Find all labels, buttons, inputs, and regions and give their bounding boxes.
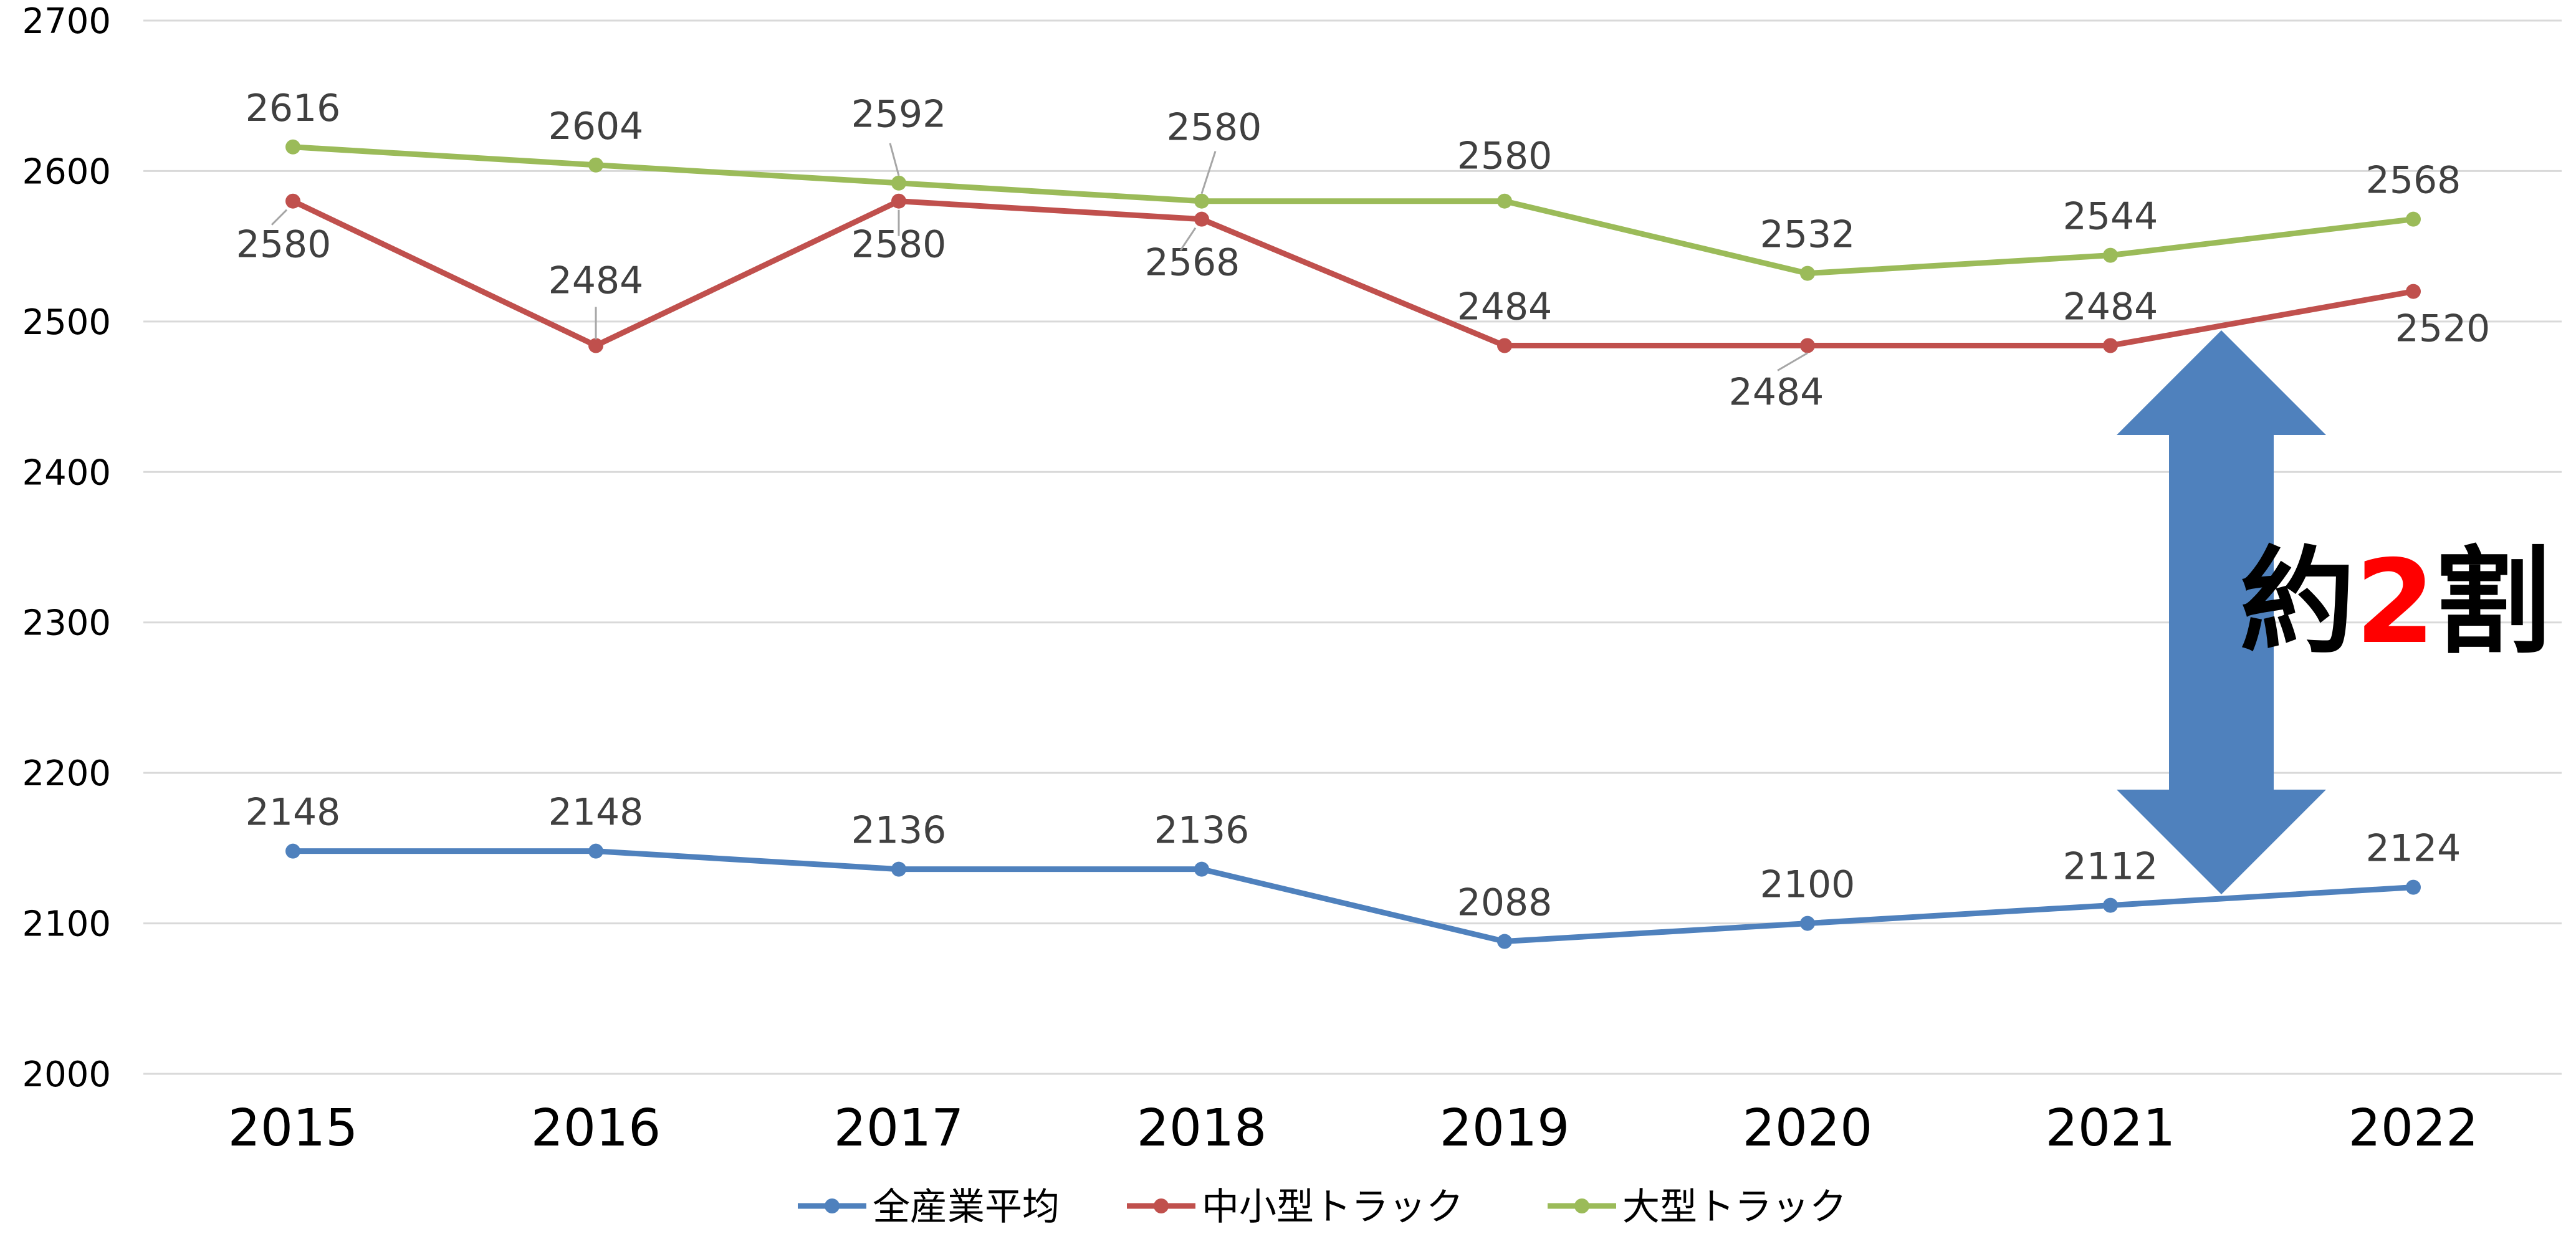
data-label: 2544: [2063, 195, 2158, 239]
y-tick-label: 2200: [22, 753, 111, 794]
data-label: 2136: [1154, 809, 1250, 853]
x-tick-label: 2022: [2349, 1099, 2479, 1158]
data-point: [2406, 211, 2421, 227]
y-axis-ticks: 2000 2100 2200 2300 2400 2500 2600 2700: [22, 1, 111, 1095]
data-point: [891, 861, 906, 877]
y-tick-label: 2400: [22, 452, 111, 493]
data-point: [1497, 193, 1512, 209]
data-point: [1194, 193, 1209, 209]
legend-marker: [1574, 1198, 1589, 1213]
data-point: [588, 843, 603, 859]
data-point: [2406, 284, 2421, 299]
legend-label: 中小型トラック: [1202, 1185, 1463, 1229]
data-label: 2580: [1167, 106, 1262, 150]
data-label: 2532: [1760, 213, 1855, 257]
x-tick-label: 2017: [834, 1099, 964, 1158]
y-tick-label: 2600: [22, 151, 111, 192]
y-tick-label: 2100: [22, 904, 111, 945]
annotation-text-part: 2: [2355, 535, 2436, 669]
data-label: 2484: [1729, 370, 1824, 414]
data-label: 2148: [246, 791, 341, 835]
data-point: [2103, 338, 2118, 353]
data-point: [2406, 879, 2421, 895]
data-label: 2592: [851, 93, 947, 136]
data-label: 2484: [548, 259, 644, 302]
data-point: [1194, 861, 1209, 877]
data-point: [891, 175, 906, 191]
data-label: 2520: [2395, 307, 2491, 351]
data-label: 2484: [2063, 285, 2158, 328]
leader-line: [1777, 352, 1808, 371]
annotation-text-part: 割: [2435, 535, 2550, 669]
data-point: [285, 139, 300, 155]
data-point: [1800, 916, 1815, 931]
x-tick-label: 2019: [1440, 1099, 1570, 1158]
data-label: 2568: [2366, 159, 2461, 203]
series-lines: [285, 139, 2421, 949]
x-tick-label: 2020: [1743, 1099, 1873, 1158]
series-line: [292, 144, 2414, 277]
leader-line: [271, 209, 288, 226]
data-label: 2148: [548, 791, 644, 835]
annotation-text-part: 約: [2240, 535, 2355, 669]
legend-marker: [1154, 1198, 1169, 1213]
data-label: 2580: [236, 223, 332, 267]
data-point: [285, 193, 300, 209]
y-tick-label: 2300: [22, 603, 111, 644]
annotation-text: 約2割: [2240, 535, 2551, 669]
data-label: 2136: [851, 809, 947, 853]
data-label: 2568: [1145, 241, 1240, 285]
double-arrow-icon: [2117, 330, 2326, 894]
data-labels: 2148 2148 2136 2136 2088 2100 2112 2124 2580 2484…: [236, 87, 2491, 925]
data-label: 2124: [2366, 827, 2461, 871]
data-point: [1497, 934, 1512, 949]
data-label: 2100: [1760, 863, 1855, 907]
data-point: [891, 193, 906, 209]
data-point: [1800, 265, 1815, 281]
y-tick-label: 2700: [22, 1, 111, 42]
data-label: 2604: [548, 105, 644, 148]
y-tick-label: 2000: [22, 1055, 111, 1095]
data-label: 2580: [1457, 135, 1553, 178]
data-label: 2484: [1457, 285, 1553, 328]
x-tick-label: 2016: [531, 1099, 661, 1158]
legend: 全産業平均 中小型トラック 大型トラック: [798, 1185, 1847, 1229]
x-tick-label: 2015: [228, 1099, 358, 1158]
y-tick-label: 2500: [22, 302, 111, 343]
data-point: [2103, 897, 2118, 913]
data-point: [1800, 338, 1815, 353]
data-label: 2112: [2063, 845, 2158, 889]
x-tick-label: 2021: [2046, 1099, 2176, 1158]
series-line: [293, 848, 2414, 945]
data-point: [588, 157, 603, 173]
x-axis-ticks: 2015 2016 2017 2018 2019 2020 2021 2022: [228, 1099, 2479, 1158]
series-line: [292, 198, 2414, 348]
legend-marker: [825, 1198, 840, 1213]
data-label: 2088: [1457, 881, 1553, 925]
legend-label: 大型トラック: [1622, 1185, 1847, 1229]
leader-line: [889, 143, 900, 176]
legend-label: 全産業平均: [873, 1185, 1060, 1229]
data-label: 2616: [246, 87, 341, 130]
annotation: 約2割: [2117, 330, 2550, 894]
data-point: [1194, 211, 1209, 227]
x-tick-label: 2018: [1137, 1099, 1267, 1158]
data-point: [2103, 247, 2118, 263]
data-point: [1497, 338, 1512, 353]
leader-line: [1179, 227, 1197, 251]
leader-line: [1200, 151, 1217, 194]
data-point: [588, 338, 603, 353]
data-point: [285, 843, 300, 859]
